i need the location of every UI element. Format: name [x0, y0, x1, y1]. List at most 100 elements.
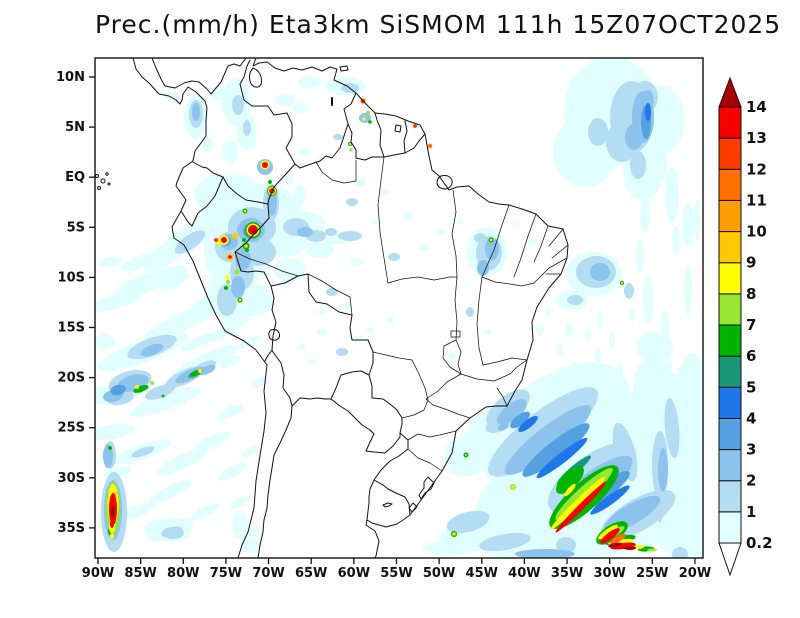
- chart-title: Prec.(mm/h) Eta3km SiSMOM 111h 15Z07OCT2…: [95, 10, 782, 39]
- precip-cell: [597, 312, 603, 328]
- precip-cell: [298, 76, 322, 88]
- precip-cell: [477, 260, 489, 276]
- colorbar-level-label: 0.2: [746, 534, 773, 552]
- colorbar-segment: [718, 199, 742, 233]
- precip-cell: [192, 103, 200, 121]
- colorbar-level-label: 1: [746, 503, 756, 521]
- precip-cell: [564, 483, 576, 497]
- x-tick-label: 75W: [210, 566, 242, 581]
- precip-cell: [275, 94, 295, 106]
- precip-cell: [198, 369, 202, 373]
- precip-cell: [610, 533, 626, 545]
- lagoa-mirim: [408, 502, 418, 513]
- precip-cell: [625, 124, 643, 150]
- colorbar-segment: [718, 137, 742, 170]
- precip-cell: [609, 330, 615, 350]
- precip-cell: [556, 466, 584, 494]
- precip-cell: [208, 323, 242, 341]
- precip-cell: [162, 527, 184, 539]
- precip-cell: [245, 248, 249, 252]
- precip-cell: [510, 411, 530, 429]
- precip-cell: [455, 429, 485, 451]
- precip-cell: [446, 510, 490, 534]
- precip-cell: [366, 111, 370, 115]
- colorbar-level-label: 9: [746, 254, 756, 272]
- precip-cell: [349, 143, 351, 145]
- precip-cell: [536, 437, 588, 479]
- map-frame: [94, 57, 704, 559]
- colorbar-segment: [718, 511, 742, 544]
- precip-cell: [545, 307, 551, 317]
- precip-cell: [243, 525, 261, 539]
- colorbar-level-label: 13: [746, 129, 767, 147]
- precip-cell: [143, 238, 187, 272]
- precip-cell: [600, 528, 620, 544]
- y-tick-label: 35S: [58, 521, 85, 536]
- precip-cell: [427, 143, 433, 149]
- precip-cell: [299, 148, 311, 156]
- precip-cell: [464, 453, 468, 457]
- precip-cell: [242, 238, 246, 242]
- colorbar-level-label: 3: [746, 441, 756, 459]
- colorbar-segment: [718, 417, 742, 451]
- precip-cell: [333, 134, 343, 140]
- precip-cell: [566, 323, 574, 337]
- precip-cell: [95, 334, 115, 350]
- precip-cell: [95, 292, 143, 312]
- precip-cell: [527, 239, 537, 245]
- precip-cell: [658, 448, 668, 492]
- precip-cell: [647, 548, 657, 552]
- colorbar-under-arrow: [718, 542, 742, 577]
- colorbar-segment: [718, 168, 742, 201]
- precip-cell: [95, 424, 134, 440]
- x-tick-label: 45W: [466, 566, 498, 581]
- precip-cell: [444, 441, 466, 469]
- brazil-state-borders: [234, 156, 569, 472]
- y-tick-label: 10N: [56, 70, 85, 85]
- precip-cell: [190, 293, 220, 311]
- precip-cell: [633, 362, 657, 422]
- colorbar-level-label: 11: [746, 191, 767, 209]
- precip-cell: [641, 450, 649, 490]
- x-tick-label: 65W: [295, 566, 327, 581]
- coastlines-and-borders: [95, 58, 569, 558]
- precip-cell: [98, 256, 122, 268]
- marajo-island: [436, 175, 453, 190]
- precip-cell: [121, 253, 159, 271]
- precip-cell: [243, 120, 251, 136]
- precip-cell: [161, 394, 165, 398]
- colorbar-over-arrow: [718, 76, 742, 108]
- precip-cell: [422, 541, 474, 555]
- precip-cell: [143, 302, 221, 342]
- y-tick-label: 20S: [58, 371, 85, 386]
- precip-cell: [110, 520, 114, 528]
- precip-cell: [483, 329, 491, 335]
- precip-cell: [240, 446, 260, 458]
- precip-cell: [447, 352, 457, 360]
- precip-cell: [326, 288, 338, 296]
- colorbar-segment: [718, 293, 742, 326]
- precip-cell: [665, 167, 679, 223]
- x-tick-label: 20W: [679, 566, 711, 581]
- precip-cell: [203, 137, 213, 153]
- colorbar-segment: [718, 106, 742, 139]
- precip-cell: [522, 423, 590, 477]
- precip-cell: [489, 238, 493, 242]
- colorbar-level-label: 6: [746, 347, 756, 365]
- colorbar-segment: [718, 262, 742, 295]
- precip-cell: [268, 180, 272, 184]
- colorbar-segment: [718, 355, 742, 388]
- galapagos-islands: [95, 172, 111, 190]
- precip-cell: [550, 476, 606, 530]
- precip-cell: [317, 328, 327, 336]
- precip-cell: [133, 385, 149, 393]
- colorbar-level-label: 8: [746, 285, 756, 303]
- x-tick-label: 50W: [423, 566, 455, 581]
- colorbar-level-label: 2: [746, 472, 756, 490]
- precip-cell: [110, 384, 126, 396]
- precip-cell: [110, 533, 114, 539]
- precip-cell: [198, 364, 216, 376]
- precip-cell: [247, 307, 263, 317]
- precip-cell: [232, 233, 238, 239]
